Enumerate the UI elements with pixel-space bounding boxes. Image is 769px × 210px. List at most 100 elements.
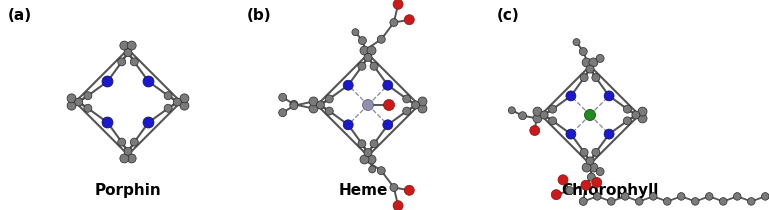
Circle shape [747,198,755,205]
Circle shape [325,95,333,103]
Circle shape [118,58,125,66]
Circle shape [566,129,576,139]
Circle shape [67,101,76,110]
Circle shape [608,198,615,205]
Circle shape [358,140,366,148]
Circle shape [586,157,594,165]
Circle shape [582,58,591,67]
Circle shape [566,187,574,195]
Circle shape [548,117,557,125]
Circle shape [367,46,376,55]
Circle shape [393,201,403,210]
Circle shape [124,147,132,155]
Circle shape [638,114,647,123]
Circle shape [84,104,92,112]
Circle shape [84,92,92,100]
Circle shape [650,193,657,200]
Circle shape [551,190,561,200]
Circle shape [278,93,287,101]
Circle shape [378,35,385,43]
Circle shape [404,185,414,195]
Circle shape [124,49,132,57]
Circle shape [173,98,181,106]
Circle shape [566,91,576,101]
Circle shape [664,198,671,205]
Circle shape [378,167,385,175]
Circle shape [316,101,325,109]
Circle shape [403,107,411,115]
Circle shape [67,94,76,103]
Circle shape [589,58,598,67]
Text: (b): (b) [247,8,271,23]
Circle shape [164,104,172,112]
Circle shape [384,100,394,110]
Circle shape [621,193,629,200]
Text: (a): (a) [8,8,32,23]
Text: (c): (c) [497,8,520,23]
Circle shape [404,15,414,25]
Circle shape [278,109,287,117]
Circle shape [364,149,372,157]
Circle shape [540,111,548,119]
Circle shape [309,97,318,106]
Circle shape [130,58,138,66]
Circle shape [580,148,588,156]
Circle shape [411,101,420,109]
Circle shape [120,41,129,50]
Circle shape [734,193,741,200]
Circle shape [118,138,125,146]
Circle shape [677,193,685,200]
Circle shape [418,104,427,113]
Circle shape [393,0,403,9]
Circle shape [592,177,602,188]
Circle shape [579,47,588,56]
Circle shape [604,91,614,101]
Circle shape [691,198,699,205]
Circle shape [370,62,378,70]
Circle shape [596,54,604,62]
Circle shape [638,107,647,116]
Circle shape [368,166,376,173]
Circle shape [508,107,515,114]
Circle shape [120,154,129,163]
Circle shape [127,41,136,50]
Circle shape [325,107,333,115]
Circle shape [592,148,600,156]
Circle shape [588,173,595,181]
Circle shape [360,46,369,55]
Circle shape [403,95,411,103]
Circle shape [533,114,542,123]
Circle shape [130,138,138,146]
Circle shape [579,197,588,205]
Circle shape [530,126,540,135]
Circle shape [533,107,542,116]
Circle shape [358,62,366,70]
Circle shape [362,100,374,110]
Circle shape [370,140,378,148]
Text: Chlorophyll: Chlorophyll [561,183,659,198]
Circle shape [390,184,398,192]
Circle shape [573,39,580,46]
Circle shape [589,163,598,172]
Circle shape [586,65,594,73]
Circle shape [290,102,298,110]
Circle shape [309,104,318,113]
Circle shape [705,193,713,200]
Circle shape [582,163,591,172]
Circle shape [632,111,640,119]
Circle shape [367,155,376,164]
Circle shape [164,92,172,100]
Text: Heme: Heme [338,183,388,198]
Circle shape [143,117,154,128]
Circle shape [343,80,353,90]
Circle shape [548,105,557,113]
Circle shape [390,18,398,26]
Circle shape [343,120,353,130]
Circle shape [360,155,369,164]
Circle shape [635,198,643,205]
Circle shape [102,76,113,87]
Circle shape [604,129,614,139]
Circle shape [383,120,393,130]
Circle shape [143,76,154,87]
Circle shape [624,117,631,125]
